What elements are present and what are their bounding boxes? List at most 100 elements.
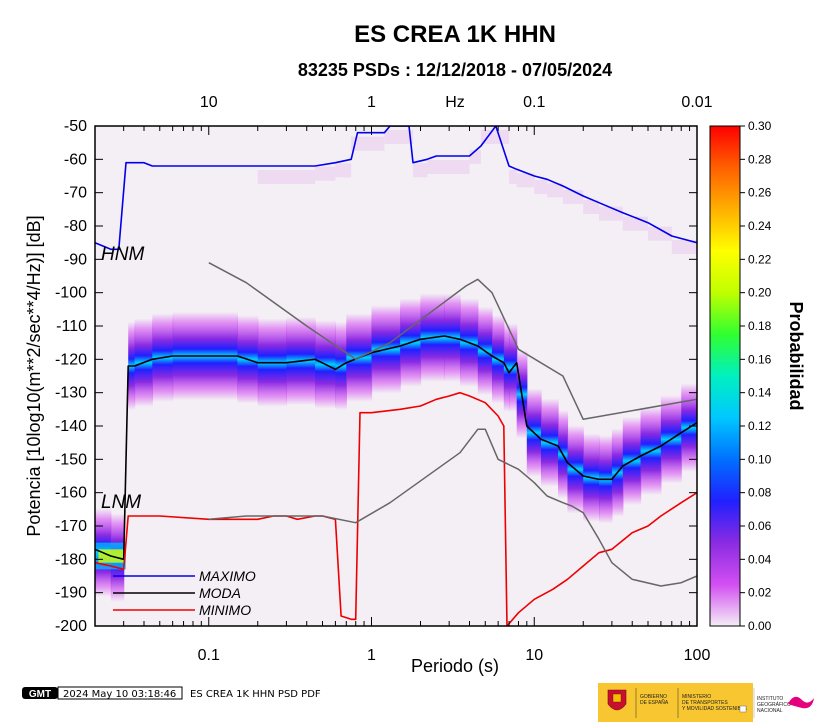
institution-logos: GOBIERNO DE ESPAÑA MINISTERIO DE TRANSPO… [598,683,814,722]
y-axis-label: Potencia [10log10(m**2/sec**4/Hz)] [dB] [24,215,44,536]
colorbar-tick-label: 0.08 [748,486,772,500]
series-moda [95,335,697,561]
gmt-logo-text: GMT [29,689,51,700]
y-tick-label: -110 [56,318,87,335]
density-haze [516,173,535,188]
y-tick-label: -200 [55,618,87,635]
chart-title: ES CREA 1K HHN [354,21,556,48]
hnm-label: HNM [101,244,144,265]
colorbar-tick-label: 0.06 [748,519,772,533]
footer-timestamp: 2024 May 10 03:18:46 [63,689,176,700]
ign-line1: INSTITUTO [757,696,783,702]
colorbar-tick-label: 0.24 [748,219,772,233]
gob-line2: DE ESPAÑA [640,699,669,706]
density-haze [390,130,410,144]
colorbar-tick-label: 0.10 [748,452,772,466]
y-tick-label: -100 [55,285,87,302]
top-tick-label: 0.1 [523,94,545,111]
min-line1: MINISTERIO [682,694,711,700]
y-tick-label: -140 [55,418,87,435]
colorbar-tick-label: 0.20 [748,286,772,300]
x-tick-label: 100 [684,647,711,664]
colorbar-tick-label: 0.28 [748,152,772,166]
top-tick-label: 0.01 [681,94,712,111]
series-minimo [95,391,697,626]
colorbar-tick-label: 0.12 [748,419,772,433]
footer-caption: ES CREA 1K HHN PSD PDF [190,689,321,700]
y-tick-label: -90 [64,251,87,268]
legend-label: MODA [199,585,241,601]
top-tick-label: 1 [367,94,376,111]
density-haze [583,200,600,214]
axes: 0.1 1 10 100 10 1 0.1 0.01 -50 -60 -70 -80 -90 -100 -1… [55,94,713,664]
y-tick-label: -130 [55,385,87,402]
colorbar-tick-label: 0.14 [748,386,772,400]
density-haze [257,170,287,184]
ign-line2: GEOGRÁFICO [757,701,791,708]
y-tick-label: -170 [55,518,87,535]
ign-logo-icon [788,696,814,709]
lnm-model-line [208,428,697,587]
density-haze [547,183,563,198]
colorbar-ticks: 0.00 0.02 0.04 0.06 0.08 0.10 0.12 0.14 0.16 0.18… [740,119,772,633]
min-line2: DE TRANSPORTES [682,700,728,706]
series-layer [95,126,697,626]
density-haze [562,190,584,204]
colorbar-tick-label: 0.22 [748,252,772,266]
colorbar-label: Probabilidad [786,301,806,410]
colorbar-tick-label: 0.04 [748,552,772,566]
colorbar-tick-label: 0.18 [748,319,772,333]
density-haze [427,160,437,174]
gob-line1: GOBIERNO [640,694,667,700]
legend-label: MAXIMO [199,568,256,584]
chart-subtitle: 83235 PSDs : 12/12/2018 - 07/05/2024 [298,60,612,80]
hnm-model-line [208,262,697,421]
y-tick-label: -80 [64,218,87,235]
timestamp-box [57,686,183,700]
density-haze [413,163,428,178]
density-haze [286,170,316,184]
density-haze [469,150,481,164]
colorbar-tick-label: 0.16 [748,352,772,366]
footer: GMT 2024 May 10 03:18:46 ES CREA 1K HHN … [22,686,321,700]
density-haze [671,240,697,254]
gmt-logo [22,687,58,699]
colorbar-tick-label: 0.30 [748,119,772,133]
density-haze [509,170,517,184]
y-tick-label: -180 [55,551,87,568]
series-maximo [95,126,697,251]
top-axis-unit: Hz [445,94,465,111]
plot-frame [94,125,698,627]
y-tick-label: -70 [64,185,87,202]
y-tick-label: -160 [55,485,87,502]
x-tick-label: 1 [367,647,376,664]
x-tick-label: 0.1 [198,647,220,664]
x-axis-label: Periodo (s) [411,656,499,676]
top-tick-label: 10 [200,94,218,111]
ign-line3: NACIONAL [757,708,783,714]
x-tick-label: 10 [525,647,543,664]
colorbar-tick-label: 0.26 [748,186,772,200]
y-tick-label: -150 [55,451,87,468]
lnm-label: LNM [101,492,141,513]
y-tick-label: -50 [64,118,87,135]
y-tick-label: -190 [55,585,87,602]
y-tick-label: -120 [55,351,87,368]
eu-flag-icon [739,705,747,713]
density-haze [534,180,548,194]
density-haze [384,130,391,144]
density-haze [599,206,623,221]
colorbar-tick-label: 0.00 [748,619,772,633]
density-haze [648,226,672,241]
colorbar [709,125,741,627]
density-haze [436,160,470,174]
min-line3: Y MOVILIDAD SOSTENIBLE [682,706,748,712]
density-haze [335,163,352,178]
density-haze [409,130,414,144]
y-tick-label: -60 [64,151,87,168]
density-haze [315,166,336,181]
density-haze [357,136,385,151]
density-haze [622,216,649,231]
legend-label: MINIMO [199,602,251,618]
